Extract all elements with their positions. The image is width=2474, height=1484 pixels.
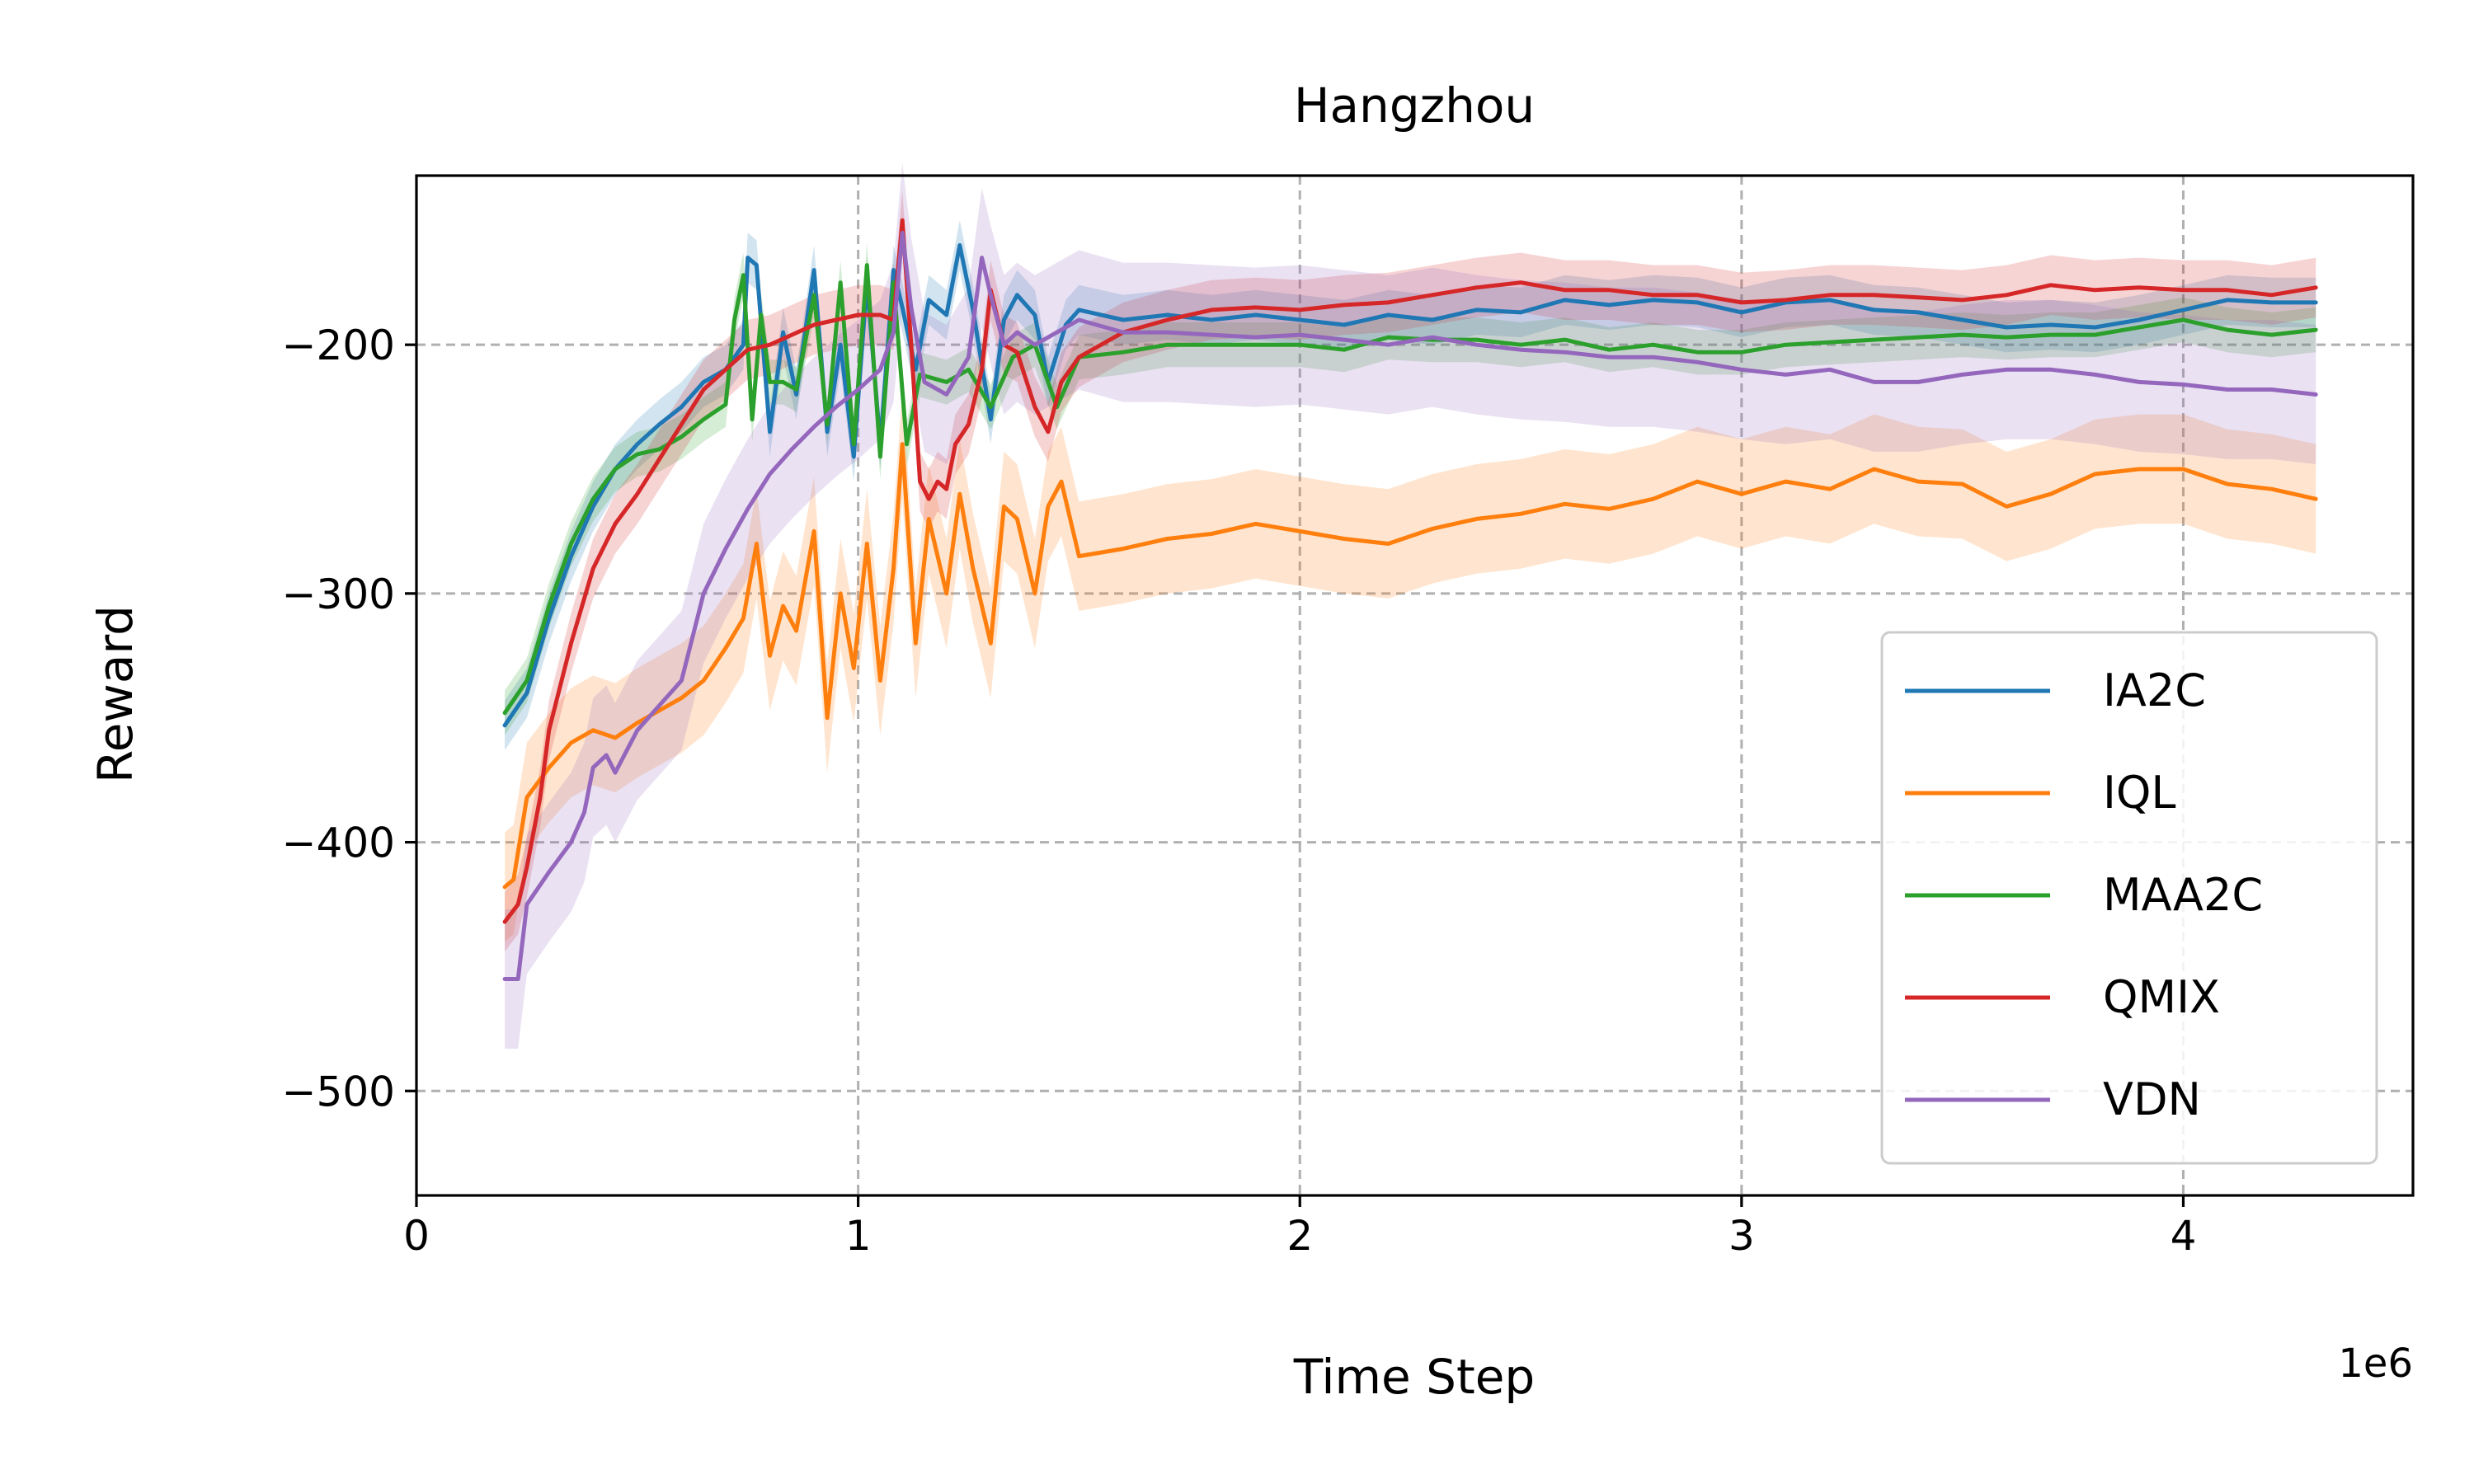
legend-label-ia2c: IA2C (2103, 665, 2206, 716)
series-line-iql (502, 442, 2318, 890)
series-line-vdn (502, 230, 2318, 981)
band-ia2c (505, 220, 2316, 750)
series-line-ia2c (502, 243, 2318, 728)
y-tick-label: −300 (282, 571, 395, 618)
x-tick-label: 2 (1286, 1212, 1313, 1260)
band-maa2c (505, 242, 2316, 735)
legend-label-iql: IQL (2103, 767, 2176, 819)
legend-label-maa2c: MAA2C (2103, 869, 2263, 921)
x-tick-label: 1 (845, 1212, 872, 1260)
x-tick-label: 0 (403, 1212, 430, 1260)
legend-box (1880, 631, 2378, 1165)
x-axis-offset-label: 1e6 (2338, 1341, 2413, 1387)
x-axis-label: Time Step (1293, 1349, 1535, 1405)
x-tick-label: 4 (2171, 1212, 2197, 1260)
y-axis-label: Reward (87, 605, 143, 783)
band-qmix (505, 190, 2316, 952)
confidence-bands (505, 162, 2316, 1049)
series-lines (502, 218, 2318, 981)
legend-label-vdn: VDN (2103, 1073, 2201, 1125)
y-tick-label: −400 (282, 819, 395, 867)
plot-frame (415, 174, 2415, 1197)
y-tick-label: −500 (282, 1068, 395, 1115)
y-tick-label: −200 (282, 322, 395, 369)
band-vdn (505, 162, 2316, 1049)
legend-label-qmix: QMIX (2103, 971, 2220, 1023)
band-iql (505, 389, 2316, 942)
x-tick-label: 3 (1729, 1212, 1755, 1260)
series-line-maa2c (502, 263, 2318, 716)
series-line-qmix (502, 218, 2318, 924)
axis-ticks: 0 1 2 3 4 −200 −300 −400 −500 (282, 322, 2197, 1260)
legend: IA2C IQL MAA2C QMIX VDN (1880, 631, 2378, 1165)
chart-title: Hangzhou (1294, 77, 1535, 134)
